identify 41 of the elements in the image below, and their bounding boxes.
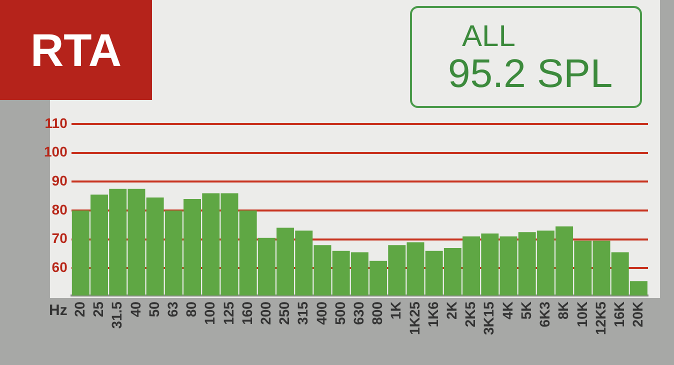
x-tick-label: 6K3 <box>536 301 553 328</box>
x-tick-label: 125 <box>220 301 236 325</box>
x-tick-label: 200 <box>258 301 274 325</box>
y-tick-label: 100 <box>44 144 68 160</box>
chart-title: RTA <box>0 0 152 100</box>
x-tick-label: 800 <box>369 301 386 325</box>
x-tick-label: 630 <box>350 301 367 325</box>
x-tick-label: 1K <box>388 302 404 320</box>
x-tick-label: 63 <box>164 301 181 318</box>
x-tick-label: 1K25 <box>406 301 422 335</box>
x-tick-label: 12K5 <box>592 301 608 335</box>
x-tick-label: 10K <box>574 302 590 328</box>
x-axis-title: Hz <box>49 302 68 320</box>
x-tick-label: 5K <box>518 302 534 320</box>
x-tick-label: 400 <box>313 301 330 325</box>
x-tick-label: 50 <box>146 301 162 318</box>
y-tick-label: 70 <box>52 230 68 246</box>
x-tick-label: 2K5 <box>462 301 478 328</box>
x-tick-label: 100 <box>202 301 218 325</box>
x-tick-label: 16K <box>610 302 627 328</box>
x-tick-label: 80 <box>183 301 200 318</box>
x-tick-label: 31.5 <box>108 301 125 329</box>
x-tick-label: 25 <box>90 301 106 318</box>
x-tick-label: 500 <box>332 301 348 325</box>
x-tick-label: 2K <box>444 302 460 320</box>
x-tick-label: 8K <box>555 302 572 320</box>
x-tick-label: 315 <box>294 301 311 325</box>
text: ALL <box>462 20 516 54</box>
x-tick-label: 4K <box>499 302 516 320</box>
y-tick-label: 60 <box>52 259 68 276</box>
x-tick-label: 20 <box>72 301 88 318</box>
x-tick-label: 1K6 <box>424 301 441 328</box>
x-tick-label: 160 <box>238 301 255 325</box>
text: 95.2 SPL <box>448 52 613 97</box>
x-tick-label: 250 <box>276 301 292 325</box>
y-tick-label: 90 <box>52 172 68 189</box>
x-tick-label: 3K15 <box>480 301 497 335</box>
x-tick-label: 40 <box>127 301 144 318</box>
y-tick-label: 80 <box>52 201 68 218</box>
y-tick-label: 110 <box>44 114 68 131</box>
x-tick-label: 20K <box>630 302 646 328</box>
